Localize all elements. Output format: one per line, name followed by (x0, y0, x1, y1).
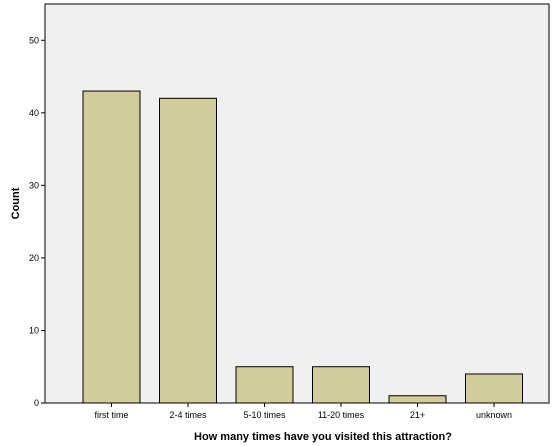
bar (82, 90, 141, 404)
x-tick-label: 11-20 times (318, 410, 365, 420)
y-axis: 0 10 20 30 40 50 (29, 35, 45, 408)
x-tick-label: 21+ (410, 410, 425, 420)
x-tick-label: unknown (476, 410, 512, 420)
x-tick-label: 2-4 times (169, 410, 207, 420)
y-tick-label: 10 (29, 325, 39, 335)
y-tick-label: 40 (29, 108, 39, 118)
bar (388, 395, 447, 404)
x-axis: first time 2-4 times 5-10 times 11-20 times… (94, 403, 512, 420)
x-tick-label: first time (94, 410, 128, 420)
bar (465, 373, 523, 404)
x-axis-title: How many times have you visited this att… (194, 431, 452, 443)
y-axis-title: Count (10, 187, 22, 219)
y-tick-label: 20 (29, 253, 39, 263)
x-tick-label: 5-10 times (243, 410, 286, 420)
bar (235, 366, 294, 404)
y-tick-label: 0 (34, 398, 39, 408)
bar (312, 366, 370, 404)
y-tick-label: 50 (29, 35, 39, 45)
y-tick-label: 30 (29, 180, 39, 190)
bar (159, 97, 217, 404)
bars (82, 90, 523, 404)
